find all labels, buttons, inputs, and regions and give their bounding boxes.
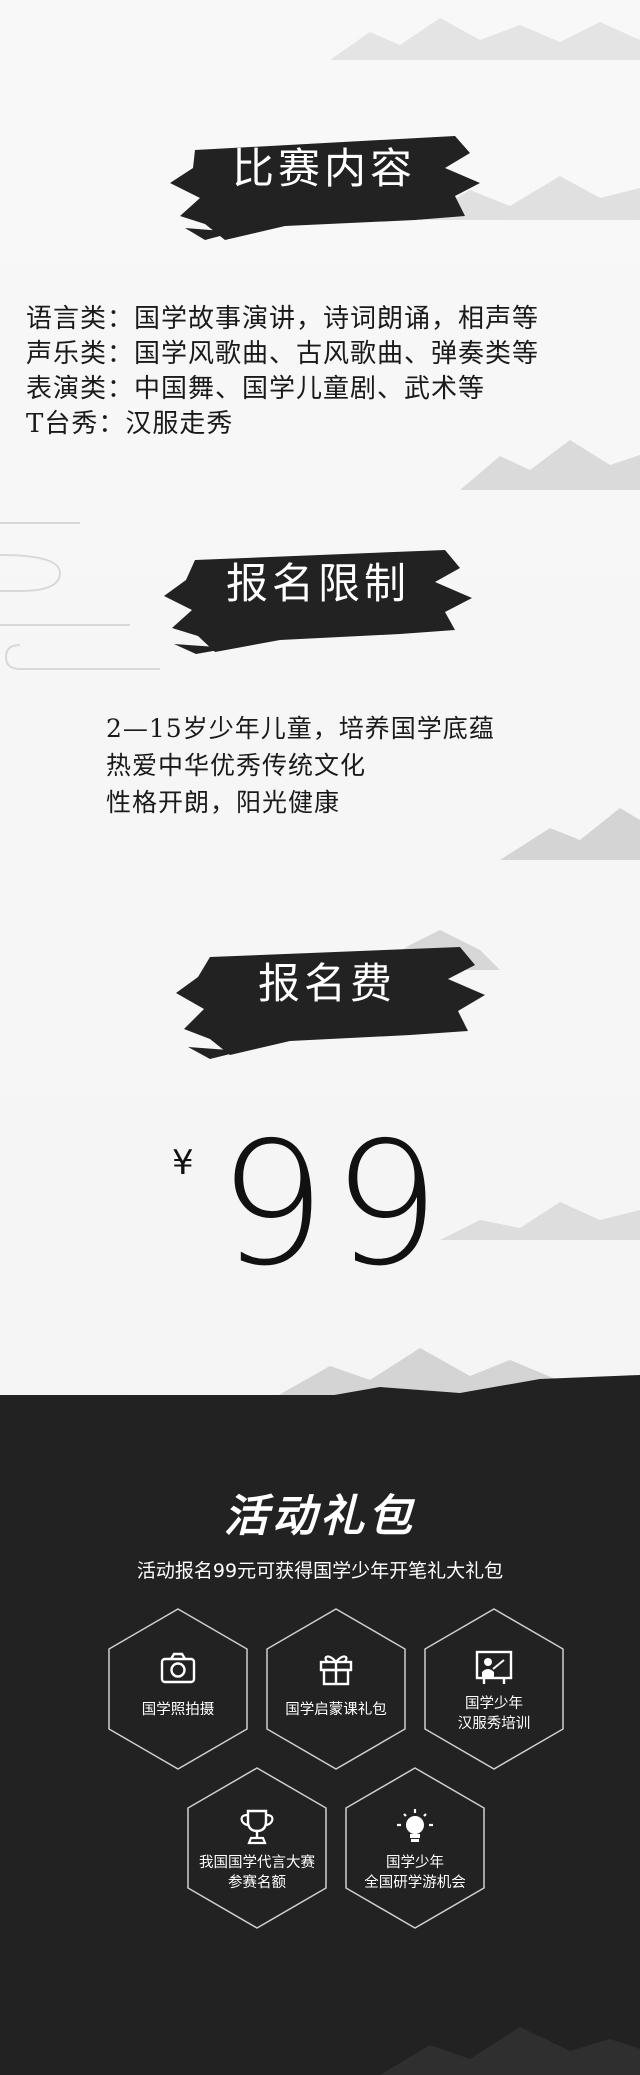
gift-item-course-package: 国学启蒙课礼包 — [266, 1608, 406, 1770]
mountain-decoration-top — [330, 18, 640, 60]
gift-item-label: 我国国学代言大赛 参赛名额 — [187, 1853, 327, 1893]
gift-item-line2: 全国研学游机会 — [364, 1875, 466, 1891]
gift-item-line1: 我国国学代言大赛 — [199, 1855, 315, 1871]
gift-item-photo: 国学照拍摄 — [108, 1608, 248, 1770]
mountain-decoration-6 — [440, 1202, 640, 1240]
gift-box-icon — [319, 1655, 353, 1686]
gift-item-competition-slot: 我国国学代言大赛 参赛名额 — [187, 1767, 327, 1929]
mountain-decoration-4 — [500, 808, 640, 860]
gift-item-line1: 国学少年 — [465, 1696, 523, 1712]
currency-symbol: ¥ — [172, 1143, 194, 1183]
trophy-icon — [240, 1809, 274, 1845]
mountain-decoration-2 — [420, 176, 640, 220]
camera-icon — [160, 1652, 196, 1684]
content-line-runway: T台秀：汉服走秀 — [26, 409, 234, 439]
limits-text-block: 2—15岁少年儿童，培养国学底蕴 热爱中华优秀传统文化 性格开朗，阳光健康 — [106, 710, 495, 821]
mountain-decoration-bottom — [380, 2027, 640, 2075]
content-line-language: 语言类：国学故事演讲，诗词朗诵，相声等 — [26, 304, 540, 334]
lightbulb-icon — [397, 1809, 433, 1842]
content-text-block: 语言类：国学故事演讲，诗词朗诵，相声等 声乐类：国学风歌曲、古风歌曲、弹奏类等 … — [26, 302, 539, 442]
gift-section-subtitle: 活动报名99元可获得国学少年开笔礼大礼包 — [136, 1560, 504, 1582]
gift-section-title: 活动礼包 — [224, 1491, 416, 1542]
limits-section-title: 报名限制 — [226, 559, 411, 608]
gift-item-study-tour: 国学少年 全国研学游机会 — [345, 1767, 485, 1929]
hexagon-frame — [266, 1608, 406, 1770]
gift-item-line1: 国学照拍摄 — [141, 1702, 215, 1718]
brush-stroke-fee — [176, 947, 485, 1059]
cloud-line-decoration — [0, 522, 160, 670]
gift-item-line1: 国学启蒙课礼包 — [285, 1702, 387, 1718]
hexagon-frame — [345, 1767, 485, 1929]
content-line-music: 声乐类：国学风歌曲、古风歌曲、弹奏类等 — [26, 339, 540, 369]
gift-section-background — [0, 1395, 640, 2075]
gift-item-label: 国学少年 全国研学游机会 — [345, 1853, 485, 1893]
gift-item-line1: 国学少年 — [386, 1855, 444, 1871]
gift-item-label: 国学启蒙课礼包 — [266, 1700, 406, 1720]
fee-section-title: 报名费 — [258, 959, 397, 1008]
limits-line-culture: 热爱中华优秀传统文化 — [106, 751, 367, 780]
gift-item-hanfu-training: 国学少年 汉服秀培训 — [424, 1608, 564, 1770]
content-line-performance: 表演类：中国舞、国学儿童剧、武术等 — [26, 374, 486, 404]
hexagon-frame — [424, 1608, 564, 1770]
gift-item-line2: 汉服秀培训 — [457, 1716, 531, 1732]
teacher-board-icon — [475, 1650, 513, 1684]
limits-line-personality: 性格开朗，阳光健康 — [106, 788, 341, 817]
gift-item-line2: 参赛名额 — [228, 1875, 286, 1891]
brush-stroke-limits — [164, 550, 472, 654]
mountain-decoration-3 — [460, 440, 640, 490]
hexagon-frame — [108, 1608, 248, 1770]
gift-item-label: 国学少年 汉服秀培训 — [424, 1694, 564, 1734]
hexagon-frame — [187, 1767, 327, 1929]
content-section-title: 比赛内容 — [232, 144, 417, 193]
fee-amount: 99 — [218, 1106, 447, 1304]
brush-stroke-content — [170, 136, 480, 240]
gift-item-label: 国学照拍摄 — [108, 1700, 248, 1720]
limits-line-age: 2—15岁少年儿童，培养国学底蕴 — [106, 714, 495, 743]
